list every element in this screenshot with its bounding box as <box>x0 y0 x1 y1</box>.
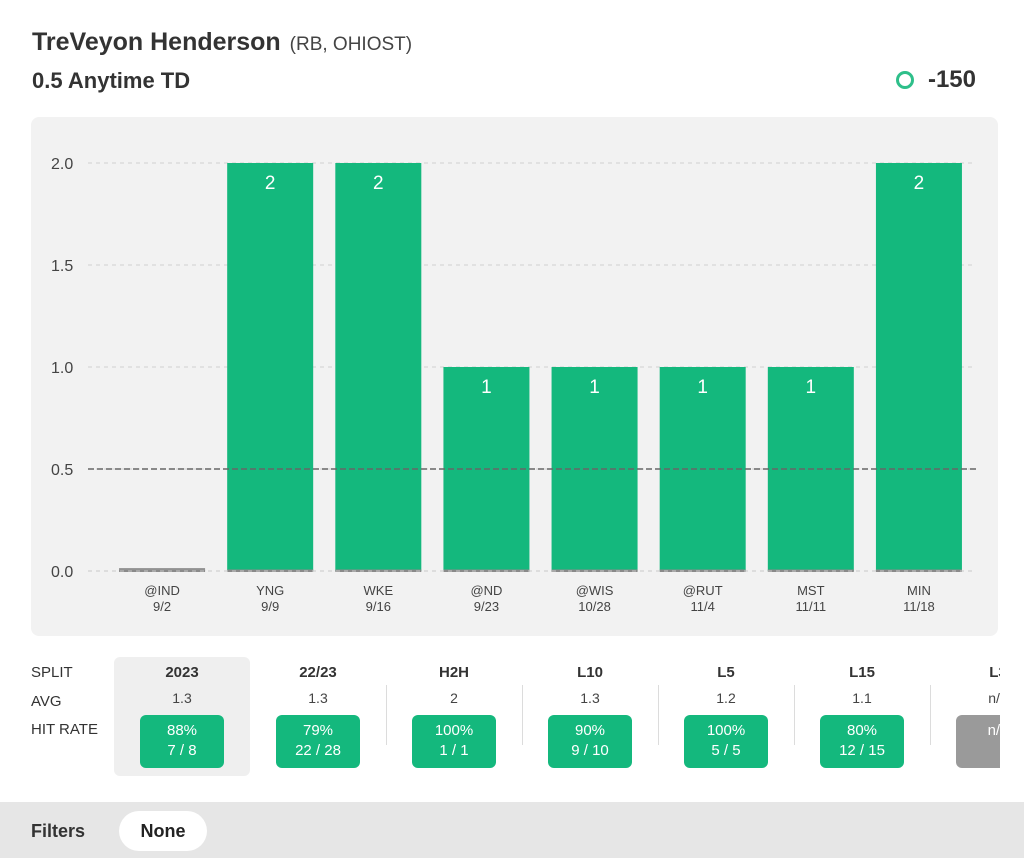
hit-rate-badge: 100% 5 / 5 <box>684 715 768 768</box>
split-name: L3 <box>989 664 1000 681</box>
x-tick-date: 11/11 <box>796 599 827 614</box>
split-avg: n/a <box>988 690 1000 706</box>
x-tick-date: 11/4 <box>691 599 715 614</box>
hit-rate-percent: 79% <box>302 722 334 739</box>
player-title: TreVeyon Henderson (RB, OHIOST) <box>32 28 992 57</box>
hit-rate-badge: 88% 7 / 8 <box>140 715 224 768</box>
hit-rate-badge: 90% 9 / 10 <box>548 715 632 768</box>
hit-rate-percent: 100% <box>706 722 746 739</box>
split-name: 2023 <box>165 664 199 681</box>
player-meta: (RB, OHIOST) <box>289 34 413 55</box>
hit-rate-percent: 90% <box>574 722 606 739</box>
x-tick-label: WKE <box>364 583 394 598</box>
y-tick-label: 0.0 <box>51 564 73 581</box>
column-divider <box>386 685 387 745</box>
split-avg: 1.2 <box>716 690 736 706</box>
hit-rate-badge: 100% 1 / 1 <box>412 715 496 768</box>
hit-rate-badge: n/a <box>956 715 1000 768</box>
column-divider <box>930 685 931 745</box>
x-tick-date: 9/16 <box>366 599 391 614</box>
y-tick-label: 1.5 <box>51 258 73 275</box>
bar[interactable] <box>875 163 962 571</box>
split-avg: 1.3 <box>580 690 600 706</box>
player-name: TreVeyon Henderson <box>32 28 281 56</box>
hit-rate-percent: 100% <box>434 722 474 739</box>
split-column[interactable]: 22/23 1.3 79% 22 / 28 <box>250 657 386 776</box>
x-tick-date: 11/18 <box>903 599 935 614</box>
hit-rate-percent: 80% <box>846 722 878 739</box>
filters-chip[interactable]: None <box>119 811 207 851</box>
split-column[interactable]: L5 1.2 100% 5 / 5 <box>658 657 794 776</box>
y-tick-label: 1.0 <box>51 360 73 377</box>
bar[interactable] <box>335 163 422 571</box>
split-name: H2H <box>438 664 469 681</box>
hit-rate-badge: 80% 12 / 15 <box>820 715 904 768</box>
filters-label: Filters <box>31 821 86 841</box>
x-tick-label: MIN <box>907 583 931 598</box>
row-label-hit-rate: HIT RATE <box>31 721 98 738</box>
split-name: L10 <box>577 664 603 681</box>
odds-value: -150 <box>927 66 976 93</box>
hit-rate-percent: 88% <box>166 722 198 739</box>
split-column[interactable]: L3 n/a n/a <box>930 657 1000 776</box>
bar-baseline <box>875 569 962 572</box>
bar-baseline <box>659 569 746 572</box>
split-column[interactable]: 2023 1.3 88% 7 / 8 <box>114 657 250 776</box>
row-label-split: SPLIT <box>31 664 73 681</box>
x-tick-date: 9/23 <box>474 599 499 614</box>
column-divider <box>794 685 795 745</box>
split-name: L5 <box>717 664 735 681</box>
x-tick-date: 9/2 <box>153 599 171 614</box>
bar[interactable] <box>227 163 314 571</box>
hit-rate-badge: 79% 22 / 28 <box>276 715 360 768</box>
bar-value-label: 1 <box>589 377 600 398</box>
filters-bar: Filters None <box>0 802 1024 858</box>
header: TreVeyon Henderson (RB, OHIOST) 0.5 Anyt… <box>32 28 992 93</box>
x-tick-label: @ND <box>470 583 502 598</box>
split-column[interactable]: H2H 2 100% 1 / 1 <box>386 657 522 776</box>
splits-table: SPLIT AVG HIT RATE 2023 1.3 88% 7 / 8 22/23 1… <box>0 656 1000 780</box>
split-avg: 1.1 <box>852 690 872 706</box>
x-tick-date: 9/9 <box>261 599 279 614</box>
bar-baseline <box>227 569 314 572</box>
hit-rate-fraction: 22 / 28 <box>295 742 341 759</box>
x-tick-label: @IND <box>144 583 180 598</box>
column-divider <box>522 685 523 745</box>
bar-value-label: 2 <box>914 173 925 194</box>
x-tick-label: @WIS <box>576 583 614 598</box>
chart-panel: 0.0 0.5 1.0 1.5 2.0 @IND 9/2 2 YNG 9/9 2 WKE 9/16 1 @N… <box>31 117 998 636</box>
split-avg: 1.3 <box>172 690 192 706</box>
x-tick-label: @RUT <box>683 583 723 598</box>
odds-indicator-icon <box>895 71 914 89</box>
bar-value-label: 1 <box>806 377 817 398</box>
hit-rate-fraction: 5 / 5 <box>711 742 741 759</box>
bar-value-label: 2 <box>265 173 276 194</box>
hit-rate-fraction: 1 / 1 <box>439 742 469 759</box>
split-avg: 2 <box>450 690 458 706</box>
column-divider <box>658 685 659 745</box>
x-tick-label: MST <box>797 583 825 598</box>
y-tick-label: 2.0 <box>51 156 73 173</box>
bar-value-label: 2 <box>373 173 384 194</box>
split-name: 22/23 <box>299 664 337 681</box>
x-tick-date: 10/28 <box>578 599 611 614</box>
hit-rate-percent: n/a <box>987 722 1000 739</box>
split-column[interactable]: L15 1.1 80% 12 / 15 <box>794 657 930 776</box>
x-tick-label: YNG <box>256 583 284 598</box>
split-avg: 1.3 <box>308 690 328 706</box>
hit-rate-fraction: 7 / 8 <box>167 742 197 759</box>
split-column[interactable]: L10 1.3 90% 9 / 10 <box>522 657 658 776</box>
odds-display[interactable]: -150 <box>895 66 976 94</box>
bar-baseline <box>443 569 530 572</box>
hit-rate-fraction: 12 / 15 <box>839 742 885 759</box>
row-label-avg: AVG <box>31 693 62 710</box>
market-title: 0.5 Anytime TD <box>32 68 191 93</box>
bar-value-label: 1 <box>481 377 492 398</box>
bar-value-label: 1 <box>697 377 708 398</box>
y-tick-label: 0.5 <box>51 462 73 479</box>
hit-rate-fraction: 9 / 10 <box>571 742 609 759</box>
split-name: L15 <box>849 664 875 681</box>
